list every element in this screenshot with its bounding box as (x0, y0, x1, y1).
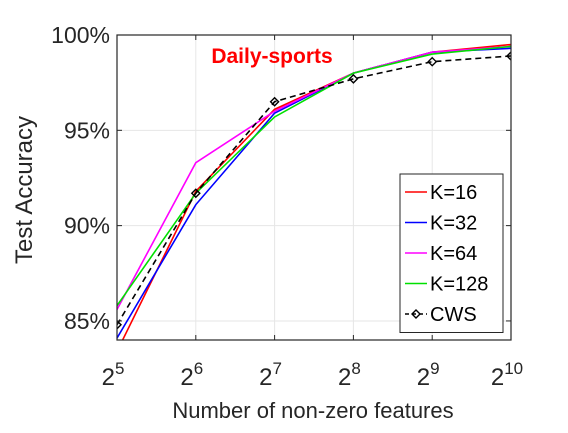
legend-label: K=128 (430, 274, 488, 296)
ticks: 25 26 27 28 29 210 85% 90% 95% 100% (51, 22, 523, 391)
x-tick-label: 26 (180, 359, 203, 391)
series-line (117, 45, 511, 307)
data-point (269, 96, 280, 107)
legend-label: K=32 (430, 213, 477, 235)
x-tick-exponent: 8 (351, 359, 360, 378)
x-tick-label: 27 (259, 359, 282, 391)
legend-label: K=64 (430, 243, 477, 265)
series-lines (117, 43, 511, 340)
x-tick-exponent: 9 (430, 359, 439, 378)
x-tick-label: 25 (102, 359, 125, 391)
x-tick-exponent: 7 (273, 359, 282, 378)
y-tick-label: 95% (64, 117, 110, 143)
data-point (506, 50, 511, 61)
legend-item: K=128 (405, 274, 488, 296)
x-axis-label: Number of non-zero features (172, 398, 453, 423)
legend-marker (411, 309, 421, 319)
data-point (190, 188, 201, 199)
chart-title: Daily-sports (211, 45, 332, 68)
legend: K=16 K=32 K=64 K=128 CWS (399, 173, 504, 333)
legend-item: CWS (405, 304, 477, 326)
legend-label: K=16 (430, 182, 477, 204)
y-tick-label: 85% (64, 308, 110, 334)
series-line (117, 45, 511, 310)
legend-box (399, 173, 504, 333)
y-axis-label: Test Accuracy (11, 116, 38, 264)
data-point (117, 319, 122, 330)
series-k-64 (117, 45, 511, 310)
x-tick-exponent: 10 (504, 359, 523, 378)
series-line (117, 55, 511, 326)
legend-item: K=16 (405, 182, 477, 204)
data-point (348, 73, 359, 84)
series-cws (117, 50, 511, 330)
legend-item: K=64 (405, 243, 477, 265)
x-tick-exponent: 5 (115, 359, 124, 378)
x-tick-label: 210 (491, 359, 523, 391)
x-tick-label: 28 (338, 359, 361, 391)
legend-label: CWS (430, 304, 477, 326)
series-k-128 (117, 45, 511, 307)
x-tick-exponent: 6 (194, 359, 203, 378)
axes-frame (116, 34, 512, 341)
y-tick-label: 90% (64, 213, 110, 239)
y-tick-label: 100% (51, 22, 110, 48)
data-point (427, 56, 438, 67)
x-tick-label: 29 (417, 359, 440, 391)
legend-item: K=32 (405, 213, 477, 235)
